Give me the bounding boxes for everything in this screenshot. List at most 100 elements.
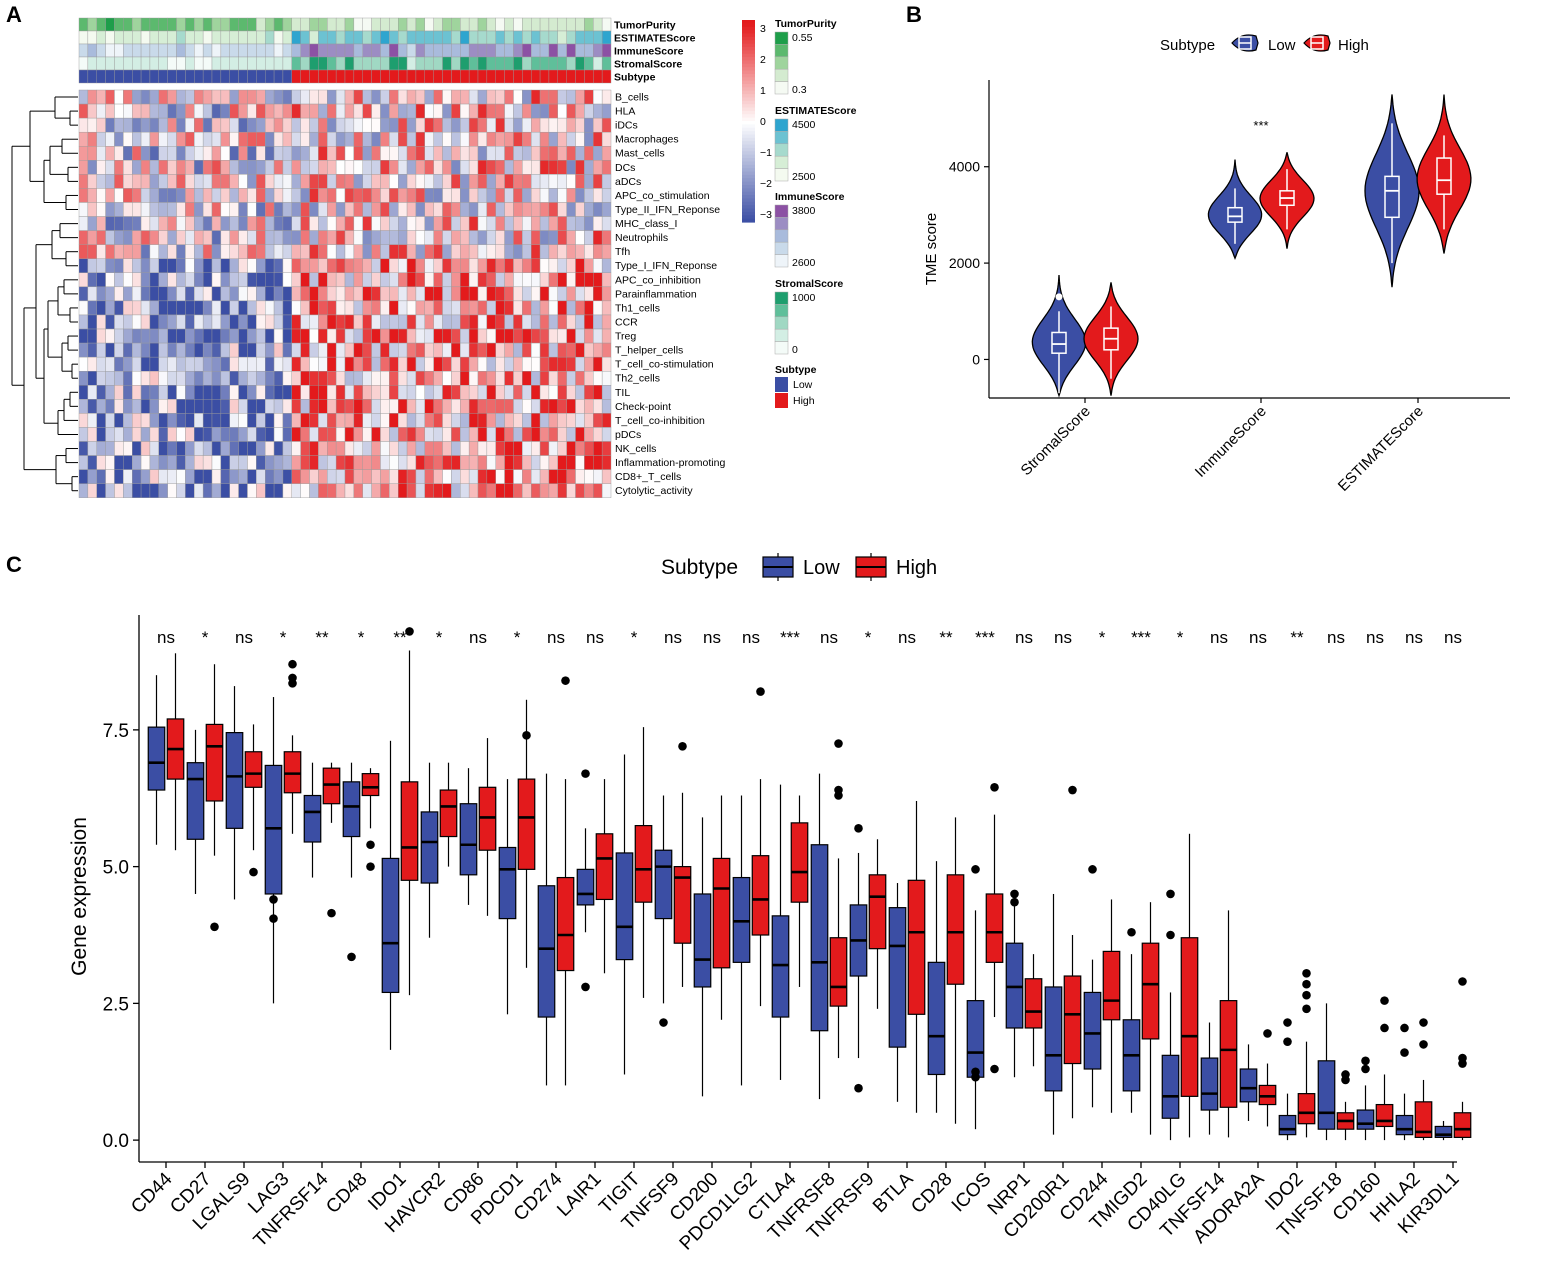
heatmap-cell — [415, 300, 425, 316]
heatmap-cell — [194, 469, 204, 484]
heatmap-cell — [593, 469, 603, 484]
heatmap-cell — [238, 469, 248, 484]
heatmap-cell — [131, 286, 142, 302]
heatmap-cell — [282, 356, 292, 372]
heatmap-cell — [123, 413, 133, 428]
heatmap-cell — [335, 328, 346, 344]
annotation-cell — [468, 43, 479, 58]
heatmap-cell — [185, 174, 195, 189]
heatmap-cell — [291, 385, 301, 400]
heatmap-cell — [185, 188, 195, 203]
heatmap-cell — [415, 413, 425, 428]
significance-label: ns — [1249, 628, 1267, 647]
heatmap-cell — [265, 483, 275, 498]
heatmap-cell — [504, 455, 514, 470]
heatmap-cell — [309, 455, 319, 470]
heatmap-cell — [211, 371, 222, 386]
annotation-cell — [495, 17, 505, 32]
heatmap-cell — [522, 455, 532, 470]
heatmap-cell — [176, 371, 186, 386]
heatmap-cell — [96, 469, 106, 484]
heatmap-cell — [451, 385, 461, 400]
heatmap-cell — [344, 328, 355, 344]
heatmap-cell — [593, 146, 603, 161]
heatmap-cell — [380, 399, 390, 414]
heatmap-cell — [149, 371, 159, 386]
annotation-cell — [495, 69, 505, 84]
heatmap-cell — [123, 286, 133, 302]
heatmap-cell — [229, 202, 239, 217]
heatmap-cell — [247, 413, 257, 428]
heatmap-cell — [123, 89, 133, 105]
annotation-cell — [265, 56, 275, 71]
colorbar-segment — [742, 57, 755, 61]
panel-a-heatmap: A TumorPurityESTIMATEScoreImmuneScoreStr… — [6, 2, 857, 498]
heatmap-cell — [344, 272, 355, 288]
heatmap-cell — [327, 188, 337, 203]
heatmap-cell — [380, 356, 390, 372]
heatmap-cell — [504, 342, 514, 358]
heatmap-cell — [344, 216, 355, 231]
heatmap-cell — [380, 427, 390, 442]
heatmap-cell — [406, 103, 417, 119]
heatmap-cell — [247, 188, 257, 203]
annotation-cell — [451, 56, 461, 71]
heatmap-cell — [176, 131, 186, 147]
colorbar-segment — [742, 46, 755, 51]
heatmap-cell — [584, 328, 594, 344]
subtype-swatch — [775, 393, 788, 408]
colorbar-tick-label: 3 — [760, 23, 766, 35]
heatmap-cell — [202, 427, 213, 442]
heatmap-cell — [442, 342, 452, 358]
heatmap-cell — [211, 117, 222, 133]
heatmap-cell — [531, 188, 541, 203]
heatmap-cell — [114, 356, 124, 372]
heatmap-cell — [513, 328, 523, 344]
heatmap-cell — [309, 202, 319, 217]
heatmap-cell — [176, 146, 186, 161]
heatmap-cell — [442, 385, 452, 400]
heatmap-cell — [140, 174, 151, 189]
heatmap-cell — [371, 469, 381, 484]
heatmap-cell — [451, 469, 461, 484]
heatmap-cell — [291, 146, 301, 161]
heatmap-cell — [415, 286, 425, 302]
heatmap-cell — [114, 146, 124, 161]
heatmap-cell — [96, 272, 106, 288]
heatmap-row-label: Type_I_IFN_Reponse — [615, 260, 717, 272]
heatmap-cell — [468, 89, 479, 105]
heatmap-cell — [300, 146, 310, 161]
heatmap-cell — [451, 188, 461, 203]
heatmap-cell — [522, 89, 532, 105]
heatmap-cell — [433, 427, 443, 442]
heatmap-cell — [327, 117, 337, 133]
heatmap-cell — [158, 272, 168, 288]
heatmap-cell — [557, 103, 567, 119]
heatmap-cell — [158, 216, 168, 231]
heatmap-cell — [158, 103, 168, 119]
heatmap-cell — [309, 342, 319, 358]
heatmap-cell — [273, 413, 284, 428]
heatmap-cell — [468, 300, 479, 316]
heatmap-cell — [211, 244, 222, 259]
heatmap-cell — [114, 314, 124, 330]
heatmap-cell — [282, 230, 292, 245]
annotation-cell — [273, 43, 284, 58]
heatmap-cell — [300, 216, 310, 231]
heatmap-cell — [371, 413, 381, 428]
heatmap-cell — [389, 314, 399, 330]
heatmap-cell — [371, 300, 381, 316]
heatmap-cell — [424, 413, 434, 428]
heatmap-cell — [398, 146, 408, 161]
heatmap-cell — [300, 371, 310, 386]
heatmap-cell — [353, 244, 363, 259]
box-body — [186, 762, 205, 840]
annotation-cell — [114, 56, 124, 71]
heatmap-cell — [78, 272, 89, 288]
heatmap-cell — [149, 385, 159, 400]
heatmap-cell — [424, 131, 434, 147]
heatmap-cell — [566, 202, 576, 217]
heatmap-cell — [513, 469, 523, 484]
heatmap-cell — [433, 455, 443, 470]
legend-swatch — [774, 168, 789, 182]
